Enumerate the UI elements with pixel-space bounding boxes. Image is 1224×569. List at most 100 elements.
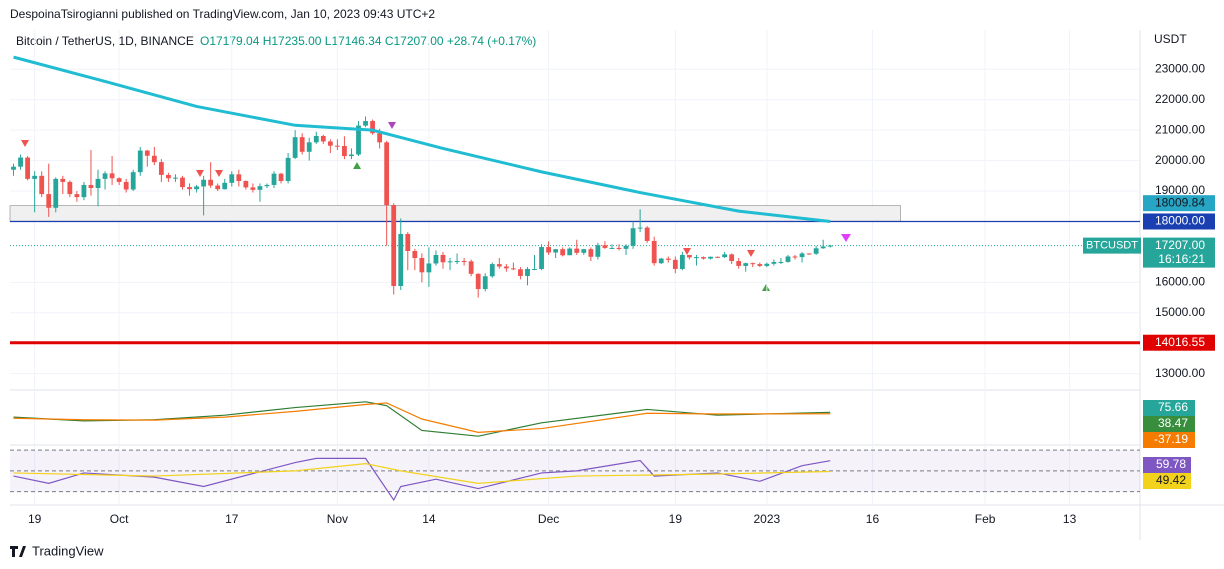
candle-body <box>81 184 87 198</box>
candle-body <box>398 233 404 286</box>
candle-body <box>327 141 333 146</box>
symbol-tag <box>1083 237 1141 254</box>
candle-body <box>194 186 199 190</box>
candle-body <box>799 253 805 258</box>
y-tick-label: 16000.00 <box>1155 275 1205 289</box>
candle-body <box>630 228 636 246</box>
y-tick-label: 20000.00 <box>1155 153 1205 167</box>
candle-body <box>264 184 270 187</box>
candle-body <box>581 249 587 253</box>
candle-body <box>574 248 580 253</box>
footer-logo <box>10 546 26 557</box>
indicator-tag-label: 38.47 <box>1158 416 1188 430</box>
sell-signal <box>215 170 223 177</box>
candle-body <box>750 263 756 265</box>
candle-body <box>243 181 249 188</box>
x-tick-label: Feb <box>975 512 996 526</box>
candle-body <box>313 135 319 143</box>
candle-body <box>433 254 439 264</box>
publisher: DespoinaTsirogianni published on Trading… <box>10 7 435 21</box>
candle-body <box>32 175 38 179</box>
candle-body <box>440 254 446 263</box>
candle-body <box>377 133 383 143</box>
candle-body <box>644 227 650 241</box>
candle-body <box>623 245 629 249</box>
candle-body <box>229 174 235 183</box>
candle-body <box>215 185 221 190</box>
indicator-tag <box>1143 457 1191 473</box>
candle-body <box>405 233 411 251</box>
candle-body <box>687 254 692 258</box>
x-tick-label: Oct <box>110 512 129 526</box>
sell-signal <box>683 248 691 255</box>
signals <box>21 122 851 291</box>
price-tag-label: 17207.00 <box>1155 238 1205 252</box>
x-tick-label: 17 <box>225 512 239 526</box>
candle-body <box>665 258 671 260</box>
candle-body <box>25 157 31 179</box>
candle-body <box>510 268 516 270</box>
candle-body <box>67 181 73 195</box>
sell-signal <box>747 250 755 257</box>
candle-body <box>123 181 129 190</box>
candle-body <box>180 177 185 188</box>
candle-body <box>785 256 791 262</box>
candle-body <box>771 261 777 264</box>
candle-body <box>130 172 136 190</box>
price-tag-label: 18009.84 <box>1155 195 1205 209</box>
candle-body <box>356 125 361 155</box>
candle-body <box>658 258 664 264</box>
candle-body <box>201 179 207 187</box>
candle-body <box>74 194 80 198</box>
candle-body <box>560 249 566 256</box>
candle-body <box>116 178 122 182</box>
candle-body <box>18 157 23 167</box>
indicator-tag-label: 49.42 <box>1156 473 1186 487</box>
candle-body <box>53 178 59 208</box>
candle-body <box>475 273 481 290</box>
candle-body <box>342 146 347 157</box>
candle-body <box>602 245 608 248</box>
candle-body <box>384 142 390 206</box>
candle-body <box>764 263 770 266</box>
candle-body <box>546 247 551 253</box>
candle-body <box>616 247 622 249</box>
y-tick-label: 15000.00 <box>1155 305 1205 319</box>
candle-body <box>306 142 312 152</box>
price-tag <box>1143 237 1215 268</box>
candle-body <box>609 247 615 249</box>
candle-body <box>496 264 502 267</box>
indicator-tag-label: 75.66 <box>1158 400 1188 414</box>
candle-body <box>539 247 544 269</box>
candle-body <box>595 245 601 257</box>
candle-body <box>651 240 657 264</box>
candle-body <box>701 257 706 259</box>
candle-body <box>672 259 678 269</box>
candle-body <box>222 182 228 190</box>
indicator-tag-label: -37.19 <box>1154 432 1188 446</box>
macd-line <box>13 402 831 433</box>
candle-body <box>144 150 150 156</box>
candle-body <box>419 258 425 273</box>
y-tick-label: 21000.00 <box>1155 122 1205 136</box>
sell-signal <box>841 234 851 242</box>
candle-body <box>109 173 115 179</box>
candle-body <box>567 248 573 256</box>
candle-body <box>489 264 495 277</box>
candle-body <box>257 186 263 190</box>
buy-signal <box>762 284 770 291</box>
y-tick-label: 19000.00 <box>1155 183 1205 197</box>
candle-body <box>757 264 763 266</box>
candle-body <box>236 174 242 181</box>
candle-body <box>729 254 735 262</box>
price-tag <box>1143 195 1215 212</box>
price-tag-label: 18000.00 <box>1155 214 1205 228</box>
candle-body <box>137 150 143 173</box>
candle-body <box>461 261 467 263</box>
price-tag <box>1143 213 1215 230</box>
sell-signal <box>196 170 204 177</box>
candle-body <box>158 162 164 175</box>
currency: USDT <box>1154 32 1187 46</box>
x-tick-label: 13 <box>1063 512 1077 526</box>
